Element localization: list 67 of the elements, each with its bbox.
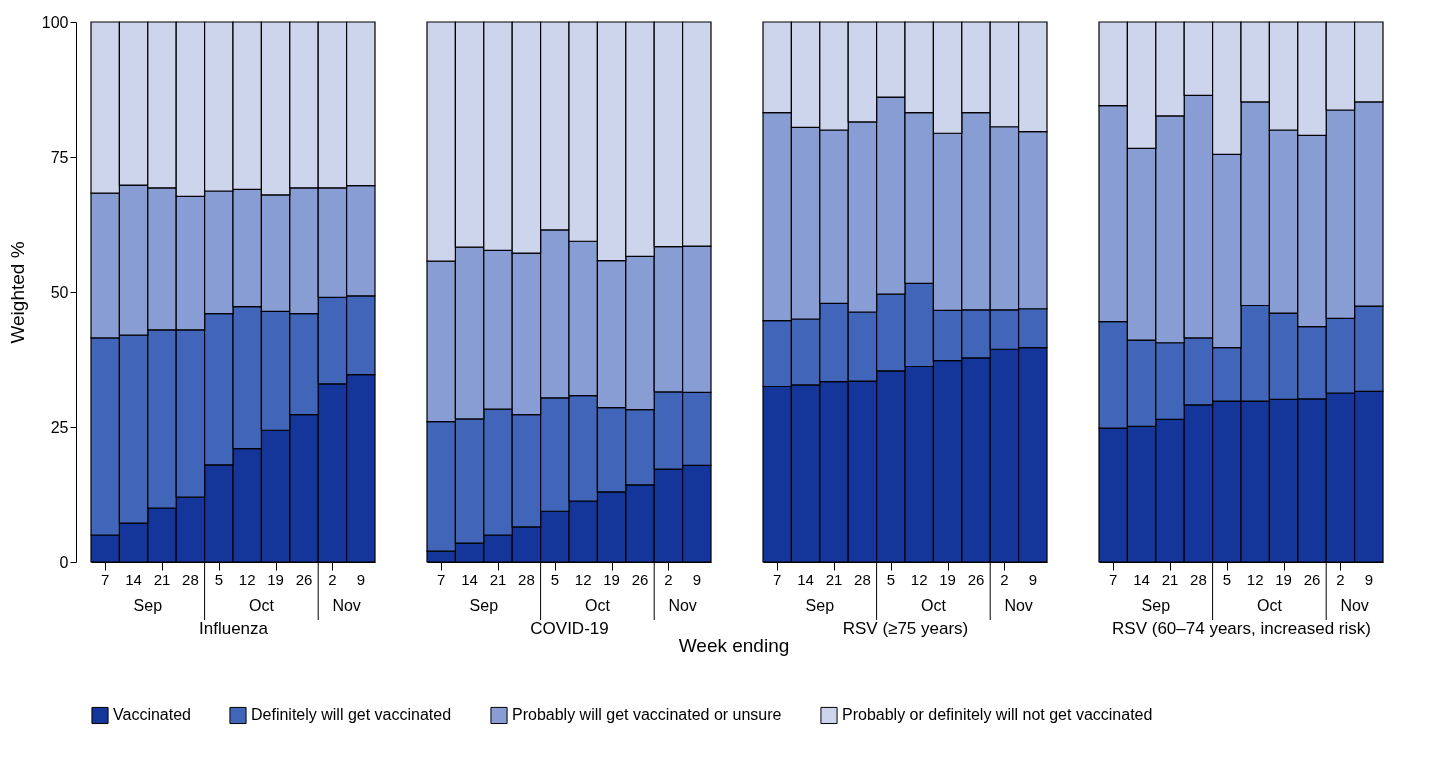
x-tick-label: 12 <box>238 571 256 588</box>
x-tick-label: 14 <box>125 571 142 588</box>
x-tick-label: 7 <box>773 571 782 588</box>
x-tick-label: 28 <box>518 571 535 588</box>
y-axis-title: Weighted % <box>6 241 28 344</box>
legend-label: Definitely will get vaccinated <box>251 706 452 724</box>
x-tick-label: 26 <box>967 571 985 588</box>
x-tick-label: 9 <box>1028 571 1037 588</box>
legend-label: Vaccinated <box>113 706 191 724</box>
text: Nov <box>668 597 697 614</box>
x-tick-label: 5 <box>886 571 895 588</box>
x-tick-label: 14 <box>797 571 814 588</box>
text: Sep <box>469 597 499 614</box>
x-tick-label: 21 <box>489 571 507 588</box>
x-tick-label: 12 <box>1246 571 1264 588</box>
text: Oct <box>584 597 611 614</box>
x-tick-label: 19 <box>267 571 284 588</box>
y-tick-label: 25 <box>50 418 69 436</box>
x-tick-label: 7 <box>437 571 446 588</box>
y-tick-label: 0 <box>59 553 69 571</box>
text: Nov <box>332 597 361 614</box>
x-tick-label: 7 <box>1109 571 1118 588</box>
text: Sep <box>133 597 163 614</box>
x-tick-label: 12 <box>910 571 928 588</box>
x-tick-label: 28 <box>854 571 871 588</box>
x-tick-label: 26 <box>295 571 313 588</box>
x-tick-label: 9 <box>692 571 701 588</box>
x-tick-label: 12 <box>574 571 592 588</box>
x-tick-label: 9 <box>356 571 365 588</box>
text: Sep <box>805 597 835 614</box>
x-tick-label: 2 <box>664 571 673 588</box>
x-tick-label: 28 <box>182 571 199 588</box>
x-tick-label: 21 <box>825 571 843 588</box>
x-axis-title: Influenza <box>199 619 269 638</box>
legend-label: Probably or definitely will not get vaccinated <box>842 706 1153 724</box>
x-tick-label: 26 <box>631 571 649 588</box>
text: Oct <box>248 597 275 614</box>
x-tick-label: 9 <box>1364 571 1373 588</box>
y-tick-label: 100 <box>41 13 69 31</box>
x-axis-title: RSV (60–74 years, increased risk) <box>1112 619 1371 638</box>
y-tick-label: 75 <box>50 148 69 166</box>
x-axis-title: COVID-19 <box>530 619 609 638</box>
text: Oct <box>1256 597 1283 614</box>
x-tick-label: 2 <box>1000 571 1009 588</box>
x-tick-label: 14 <box>461 571 478 588</box>
x-tick-label: 19 <box>603 571 620 588</box>
x-tick-label: 2 <box>1336 571 1345 588</box>
text: Week ending <box>678 635 790 656</box>
text: Oct <box>920 597 947 614</box>
text: Sep <box>1141 597 1171 614</box>
legend-label: Probably will get vaccinated or unsure <box>512 706 782 724</box>
text: Nov <box>1004 597 1033 614</box>
x-tick-label: 19 <box>1275 571 1292 588</box>
x-tick-label: 7 <box>101 571 110 588</box>
x-tick-label: 2 <box>328 571 337 588</box>
x-tick-label: 5 <box>1222 571 1231 588</box>
x-tick-label: 26 <box>1303 571 1321 588</box>
x-tick-label: 14 <box>1133 571 1150 588</box>
x-tick-label: 5 <box>550 571 559 588</box>
text: Nov <box>1340 597 1369 614</box>
x-tick-label: 19 <box>939 571 956 588</box>
x-tick-label: 5 <box>214 571 223 588</box>
y-tick-label: 50 <box>50 283 69 301</box>
x-tick-label: 28 <box>1190 571 1207 588</box>
x-axis-title: RSV (≥75 years) <box>842 619 969 638</box>
x-tick-label: 21 <box>153 571 171 588</box>
x-tick-label: 21 <box>1161 571 1179 588</box>
